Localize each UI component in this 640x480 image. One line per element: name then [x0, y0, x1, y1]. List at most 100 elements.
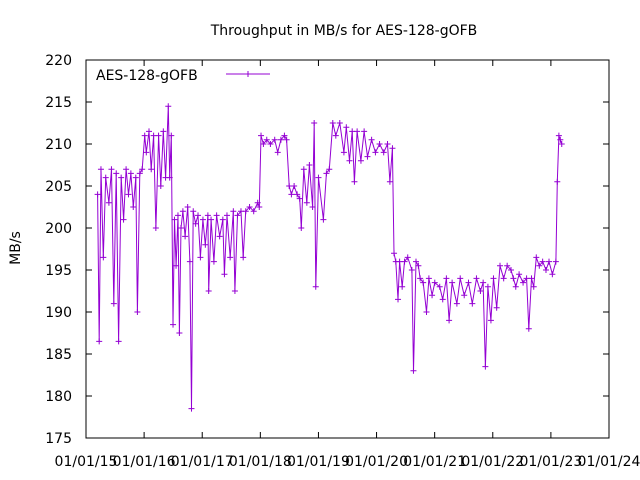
- data-point: [192, 220, 199, 227]
- data-point: [216, 233, 223, 240]
- data-point: [516, 271, 523, 278]
- data-point: [457, 275, 464, 282]
- data-point: [152, 225, 159, 231]
- data-point: [277, 136, 284, 143]
- data-point: [469, 300, 476, 307]
- data-point: [410, 367, 417, 374]
- data-point: [417, 275, 424, 282]
- data-point: [274, 149, 281, 156]
- data-point: [102, 174, 109, 181]
- data-point: [546, 258, 553, 265]
- data-point: [190, 208, 197, 215]
- data-point: [465, 279, 472, 286]
- data-point: [408, 267, 415, 273]
- data-point: [260, 141, 267, 147]
- series-line-aes-128-gofb: [97, 105, 563, 410]
- data-point: [376, 141, 383, 147]
- data-point: [199, 216, 206, 223]
- data-point: [219, 216, 226, 223]
- data-point: [186, 258, 193, 265]
- data-point: [195, 212, 202, 219]
- data-point: [221, 271, 228, 278]
- y-tick-label: 180: [45, 389, 72, 405]
- data-point: [246, 204, 253, 210]
- data-point: [449, 279, 456, 286]
- x-tick-label: 01/01/23: [519, 454, 582, 470]
- data-point: [542, 267, 549, 273]
- y-tick-label: 200: [45, 221, 72, 237]
- data-point: [497, 262, 504, 269]
- y-tick-label: 220: [45, 53, 72, 69]
- data-point: [139, 166, 146, 173]
- data-point: [554, 178, 561, 185]
- data-point: [288, 191, 295, 198]
- data-point: [155, 132, 162, 139]
- data-point: [208, 216, 215, 223]
- data-point: [258, 132, 265, 139]
- data-point: [512, 283, 519, 290]
- data-point: [510, 275, 517, 282]
- data-point: [166, 174, 173, 181]
- data-point: [223, 212, 230, 219]
- data-point: [171, 216, 178, 223]
- legend: AES-128-gOFB: [96, 68, 270, 84]
- data-point: [368, 136, 375, 143]
- data-point: [431, 279, 438, 286]
- y-tick-label: 205: [45, 179, 72, 195]
- data-point: [141, 132, 148, 139]
- data-point: [389, 145, 396, 152]
- data-point: [552, 258, 559, 265]
- y-axis-label: MB/s: [8, 231, 24, 265]
- data-point: [536, 262, 543, 269]
- x-tick-label: 01/01/22: [461, 454, 524, 470]
- data-point: [443, 275, 450, 282]
- data-point: [311, 120, 318, 126]
- data-point: [395, 296, 402, 303]
- data-point: [473, 275, 480, 282]
- data-point: [168, 132, 175, 139]
- data-point: [113, 170, 120, 177]
- data-point: [136, 170, 143, 177]
- data-point: [210, 258, 217, 265]
- data-point: [401, 258, 408, 265]
- data-point: [480, 279, 487, 286]
- plot-frame: [85, 59, 610, 439]
- data-point: [204, 212, 211, 219]
- x-tick-label: 01/01/17: [171, 454, 234, 470]
- data-point: [143, 149, 150, 156]
- data-point: [298, 225, 305, 231]
- x-tick-label: 01/01/15: [55, 454, 118, 470]
- data-point: [188, 405, 195, 412]
- data-point: [271, 136, 278, 143]
- data-point: [254, 199, 261, 206]
- data-point: [105, 199, 112, 206]
- data-point: [165, 103, 172, 110]
- data-point: [294, 191, 301, 198]
- data-point: [118, 174, 125, 181]
- data-point: [127, 170, 134, 177]
- data-point: [557, 136, 564, 143]
- data-point: [96, 338, 103, 345]
- data-point: [146, 128, 153, 135]
- y-tick-label: 195: [45, 263, 72, 279]
- plot-area: 17518018519019520020521021522001/01/1501…: [45, 53, 640, 470]
- data-point: [500, 275, 507, 282]
- data-point: [326, 166, 333, 173]
- data-point: [205, 288, 212, 294]
- data-point: [173, 262, 180, 269]
- data-point: [484, 283, 491, 290]
- data-point: [202, 241, 209, 248]
- data-point: [176, 330, 183, 336]
- data-point: [340, 149, 347, 156]
- data-point: [482, 363, 489, 370]
- data-point: [291, 183, 298, 189]
- y-tick-label: 215: [45, 95, 72, 111]
- data-point: [423, 309, 430, 315]
- data-point: [174, 212, 181, 219]
- data-point: [170, 321, 177, 328]
- y-tick-label: 185: [45, 347, 72, 363]
- data-point: [391, 250, 398, 257]
- data-point: [240, 254, 247, 261]
- data-point: [179, 208, 186, 215]
